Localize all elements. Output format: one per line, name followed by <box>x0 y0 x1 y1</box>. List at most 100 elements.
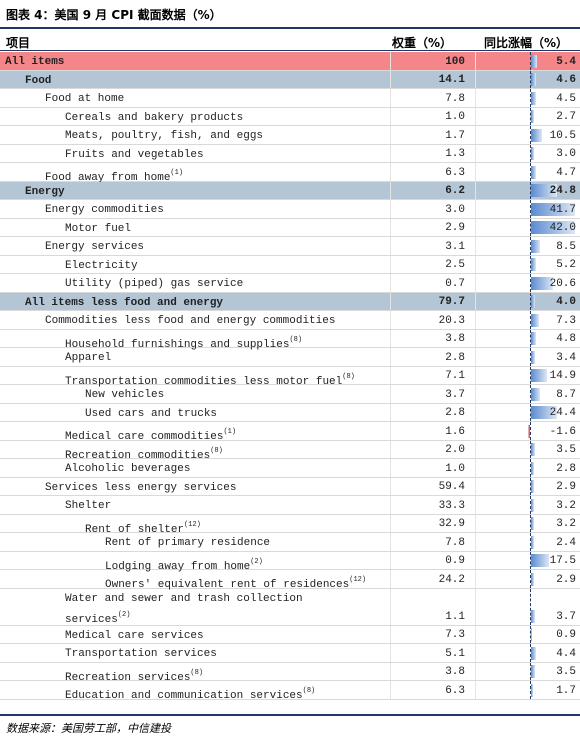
data-bar <box>531 572 535 586</box>
weight-cell: 6.3 <box>445 684 465 697</box>
table-row: Energy services 3.1 8.5 <box>0 237 580 256</box>
table-row: Energy 6.2 24.8 <box>0 181 580 200</box>
column-divider <box>475 644 476 662</box>
yoy-cell: 3.4 <box>556 351 576 364</box>
column-divider <box>390 237 391 255</box>
column-divider <box>475 89 476 107</box>
yoy-cell: 3.2 <box>556 499 576 512</box>
label-text: Education and communication services <box>65 690 303 702</box>
row-label: Food <box>25 73 51 89</box>
table-row: New vehicles 3.7 8.7 <box>0 385 580 404</box>
label-text: Fruits and vegetables <box>65 148 204 161</box>
label-text: Transportation commodities less motor fu… <box>65 375 343 388</box>
zero-line <box>530 107 531 125</box>
zero-line <box>530 440 531 458</box>
column-divider <box>475 329 476 347</box>
weight-cell: 7.1 <box>445 370 465 382</box>
table-row: Cereals and bakery products 1.0 2.7 <box>0 107 580 126</box>
table-body: All items 100 5.4 Food 14.1 4.6 Food at home 7.… <box>0 52 580 702</box>
weight-cell: 2.9 <box>445 222 465 234</box>
label-text: Medical care services <box>65 629 204 642</box>
yoy-cell: 3.5 <box>556 444 576 456</box>
yoy-cell: 4.7 <box>556 166 576 179</box>
label-text: Energy <box>25 185 65 198</box>
table-row: Household furnishings and supplies(8) 3.8… <box>0 329 580 351</box>
yoy-cell: 5.4 <box>556 55 576 68</box>
column-divider <box>390 385 391 403</box>
data-bar <box>531 480 535 493</box>
table-row: Lodging away from home(2) 0.9 17.5 <box>0 551 580 573</box>
footnote-mark: (1) <box>170 169 184 177</box>
weight-cell: 3.7 <box>445 388 465 401</box>
data-bar <box>531 350 535 364</box>
data-bar <box>531 110 534 123</box>
zero-line <box>530 570 531 588</box>
zero-line <box>530 52 531 70</box>
column-divider <box>390 311 391 329</box>
data-bar <box>531 387 541 401</box>
row-label: Energy commodities <box>45 202 164 218</box>
row-label: Household furnishings and supplies(8) <box>65 332 302 353</box>
label-text: Recreation commodities <box>65 449 211 462</box>
data-bar <box>531 221 576 234</box>
column-divider <box>390 533 391 551</box>
column-divider <box>390 70 391 88</box>
table-row: Rent of shelter(12) 32.9 3.2 <box>0 514 580 536</box>
data-bar <box>531 665 535 678</box>
yoy-cell: 24.8 <box>549 185 576 197</box>
column-divider <box>475 570 476 588</box>
column-divider <box>390 570 391 588</box>
row-label: Water and sewer and trash collection ser… <box>65 591 315 628</box>
column-divider <box>390 496 391 514</box>
weight-cell: 0.7 <box>445 277 465 290</box>
weight-cell: 32.9 <box>438 518 465 530</box>
table-row: Owners' equivalent rent of residences(12… <box>0 570 580 591</box>
data-bar <box>531 165 536 179</box>
row-label: New vehicles <box>85 387 164 403</box>
row-label: Meats, poultry, fish, and eggs <box>65 128 263 144</box>
data-bar <box>531 406 557 419</box>
footnote-mark: (8) <box>190 668 204 677</box>
zero-line <box>530 126 531 144</box>
data-bar <box>531 683 533 697</box>
yoy-cell: 2.8 <box>556 462 576 475</box>
label-text: Water and sewer and trash collection ser… <box>65 592 303 626</box>
data-bar <box>531 91 536 105</box>
weight-cell: 5.1 <box>445 647 465 660</box>
yoy-cell: 2.9 <box>556 573 576 586</box>
table-row: Rent of primary residence 7.8 2.4 <box>0 533 580 552</box>
yoy-cell: 3.5 <box>556 666 576 678</box>
footnote-mark: (1) <box>223 428 237 436</box>
table-row: Education and communication services(8) 6… <box>0 681 580 702</box>
zero-line <box>530 588 531 625</box>
table-row: Utility (piped) gas service 0.7 20.6 <box>0 274 580 293</box>
table-row: Services less energy services 59.4 2.9 <box>0 477 580 496</box>
column-divider <box>475 107 476 125</box>
label-text: Food <box>25 74 52 87</box>
column-divider <box>390 551 391 569</box>
table-row: Shelter 33.3 3.2 <box>0 496 580 515</box>
label-text: Used cars and trucks <box>85 407 218 420</box>
zero-line <box>530 422 531 440</box>
data-bar <box>531 628 532 641</box>
data-bar <box>531 202 575 216</box>
column-divider <box>475 514 476 532</box>
row-label: Alcoholic beverages <box>65 461 190 477</box>
row-label: Transportation services <box>65 646 217 662</box>
label-text: Transportation services <box>65 648 217 660</box>
yoy-cell: 2.4 <box>556 536 576 549</box>
table-row: Transportation commodities less motor fu… <box>0 366 580 388</box>
column-divider <box>475 163 476 181</box>
column-divider <box>475 181 476 199</box>
yoy-cell: 24.4 <box>549 407 576 419</box>
column-divider <box>475 551 476 569</box>
yoy-cell: 5.2 <box>556 259 576 271</box>
table-row: Meats, poultry, fish, and eggs 1.7 10.5 <box>0 126 580 145</box>
column-divider <box>475 218 476 236</box>
column-divider <box>390 329 391 347</box>
yoy-cell: 4.6 <box>556 74 576 86</box>
label-text: Shelter <box>65 500 112 512</box>
weight-cell: 1.3 <box>445 148 465 160</box>
table-row: Electricity 2.5 5.2 <box>0 255 580 274</box>
data-bar <box>531 295 536 308</box>
